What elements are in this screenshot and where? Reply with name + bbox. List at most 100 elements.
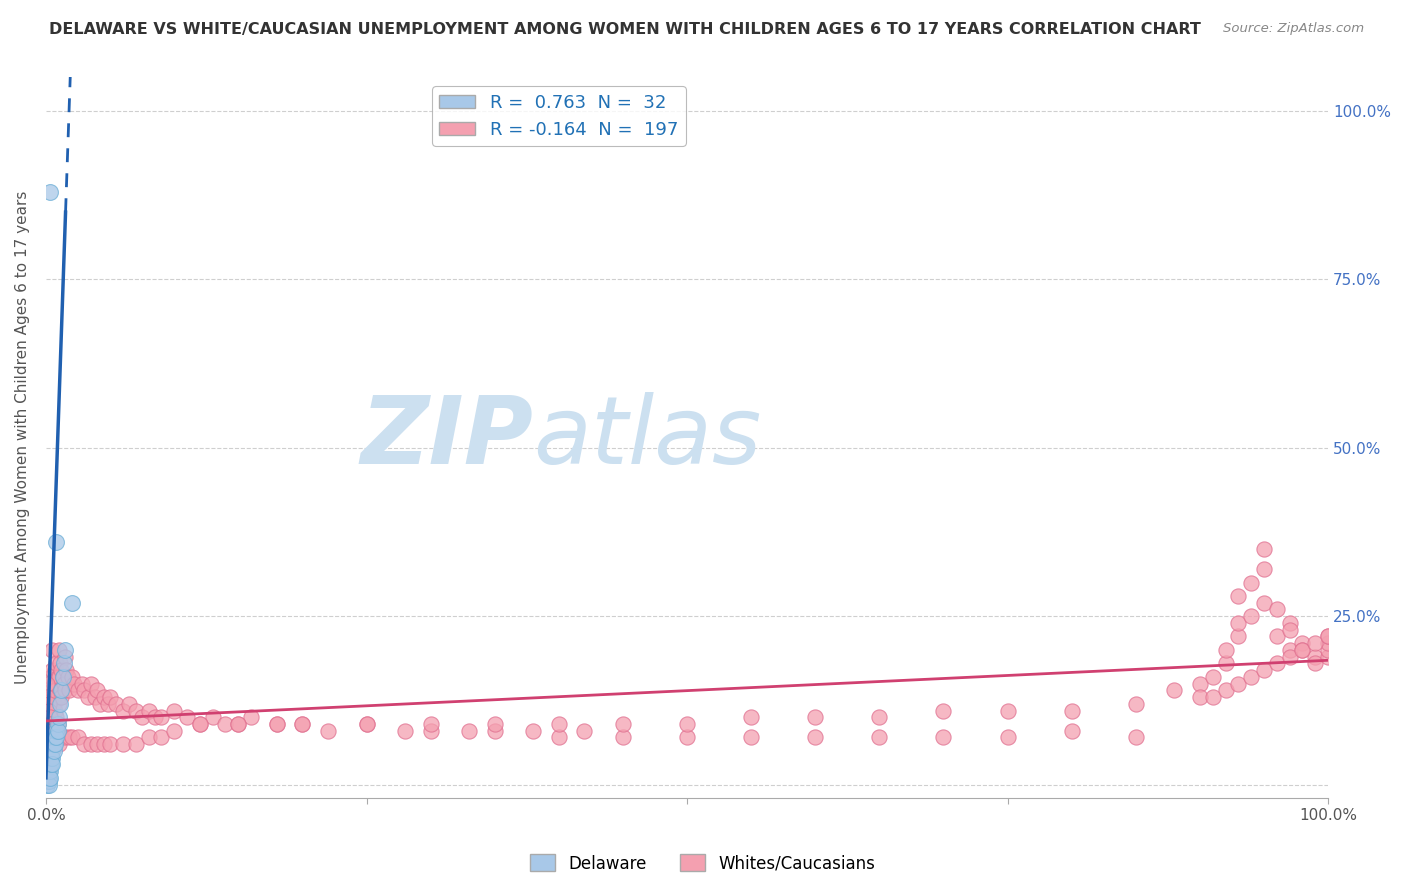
Point [394, 723, 416, 738]
Point [1125, 697, 1147, 711]
Text: atlas: atlas [533, 392, 762, 483]
Point [1227, 615, 1250, 630]
Point [138, 731, 160, 745]
Point [1278, 643, 1301, 657]
Point [740, 710, 762, 724]
Point [38, 778, 60, 792]
Point [1265, 629, 1288, 643]
Point [49, 697, 72, 711]
Point [60, 670, 83, 684]
Point [44, 731, 66, 745]
Point [39, 690, 62, 704]
Point [45, 731, 67, 745]
Point [1215, 657, 1237, 671]
Point [46, 731, 69, 745]
Point [39, 670, 62, 684]
Point [150, 731, 173, 745]
Point [41, 704, 63, 718]
Point [46, 670, 69, 684]
Point [96, 697, 118, 711]
Point [41, 643, 63, 657]
Point [1202, 670, 1225, 684]
Point [86, 683, 108, 698]
Point [143, 710, 166, 724]
Point [1188, 690, 1211, 704]
Point [1253, 596, 1275, 610]
Point [291, 717, 314, 731]
Point [86, 737, 108, 751]
Point [63, 676, 86, 690]
Point [53, 643, 76, 657]
Point [201, 710, 224, 724]
Point [997, 704, 1019, 718]
Point [53, 649, 76, 664]
Point [38, 690, 60, 704]
Point [42, 744, 65, 758]
Point [49, 683, 72, 698]
Point [37, 676, 59, 690]
Point [38, 750, 60, 764]
Point [1291, 643, 1313, 657]
Point [419, 717, 441, 731]
Point [188, 717, 211, 731]
Point [93, 690, 115, 704]
Point [45, 731, 67, 745]
Point [868, 710, 890, 724]
Point [1317, 629, 1340, 643]
Point [38, 723, 60, 738]
Point [52, 670, 75, 684]
Point [49, 657, 72, 671]
Point [932, 704, 955, 718]
Point [66, 683, 89, 698]
Point [291, 717, 314, 731]
Point [48, 737, 70, 751]
Point [1317, 636, 1340, 650]
Point [226, 717, 249, 731]
Point [547, 717, 569, 731]
Point [740, 731, 762, 745]
Point [58, 731, 80, 745]
Point [1305, 636, 1327, 650]
Point [37, 690, 59, 704]
Point [1291, 636, 1313, 650]
Point [53, 731, 76, 745]
Point [38, 744, 60, 758]
Point [46, 717, 69, 731]
Point [1253, 562, 1275, 576]
Point [39, 723, 62, 738]
Point [37, 744, 59, 758]
Point [38, 757, 60, 772]
Point [1278, 649, 1301, 664]
Point [77, 690, 100, 704]
Point [42, 737, 65, 751]
Point [38, 717, 60, 731]
Text: Source: ZipAtlas.com: Source: ZipAtlas.com [1223, 22, 1364, 36]
Point [163, 704, 186, 718]
Point [83, 690, 105, 704]
Point [38, 774, 60, 789]
Point [37, 771, 59, 785]
Point [574, 723, 596, 738]
Point [41, 744, 63, 758]
Point [240, 710, 263, 724]
Point [1317, 649, 1340, 664]
Point [38, 771, 60, 785]
Point [41, 663, 63, 677]
Point [1060, 723, 1083, 738]
Point [214, 717, 236, 731]
Point [98, 690, 121, 704]
Point [37, 757, 59, 772]
Point [419, 723, 441, 738]
Point [48, 697, 70, 711]
Point [1265, 602, 1288, 616]
Text: DELAWARE VS WHITE/CAUCASIAN UNEMPLOYMENT AMONG WOMEN WITH CHILDREN AGES 6 TO 17 : DELAWARE VS WHITE/CAUCASIAN UNEMPLOYMENT… [49, 22, 1201, 37]
Point [53, 683, 76, 698]
Point [38, 764, 60, 778]
Point [1202, 690, 1225, 704]
Point [42, 731, 65, 745]
Point [37, 750, 59, 764]
Point [73, 683, 96, 698]
Point [42, 737, 65, 751]
Point [44, 731, 66, 745]
Text: ZIP: ZIP [360, 392, 533, 483]
